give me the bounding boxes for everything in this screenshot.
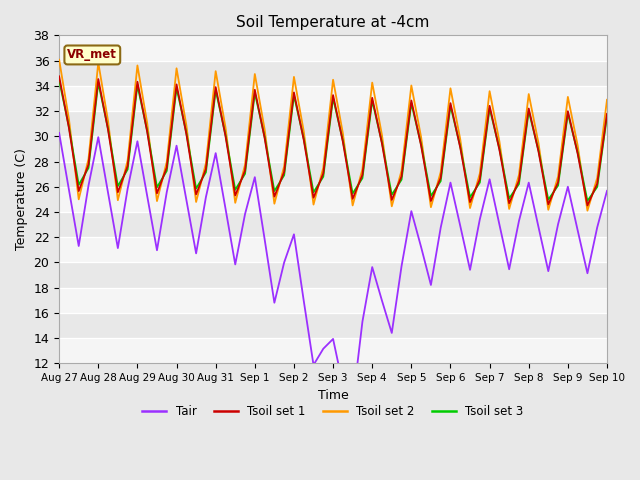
Bar xyxy=(59,338,607,363)
Bar xyxy=(59,36,607,60)
Title: Soil Temperature at -4cm: Soil Temperature at -4cm xyxy=(236,15,430,30)
Bar xyxy=(59,288,607,313)
Bar xyxy=(59,187,607,212)
Bar xyxy=(59,136,607,161)
Legend: Tair, Tsoil set 1, Tsoil set 2, Tsoil set 3: Tair, Tsoil set 1, Tsoil set 2, Tsoil se… xyxy=(138,401,529,423)
Bar xyxy=(59,86,607,111)
Bar xyxy=(59,237,607,263)
Text: VR_met: VR_met xyxy=(67,48,117,61)
Y-axis label: Temperature (C): Temperature (C) xyxy=(15,148,28,250)
X-axis label: Time: Time xyxy=(317,389,348,402)
